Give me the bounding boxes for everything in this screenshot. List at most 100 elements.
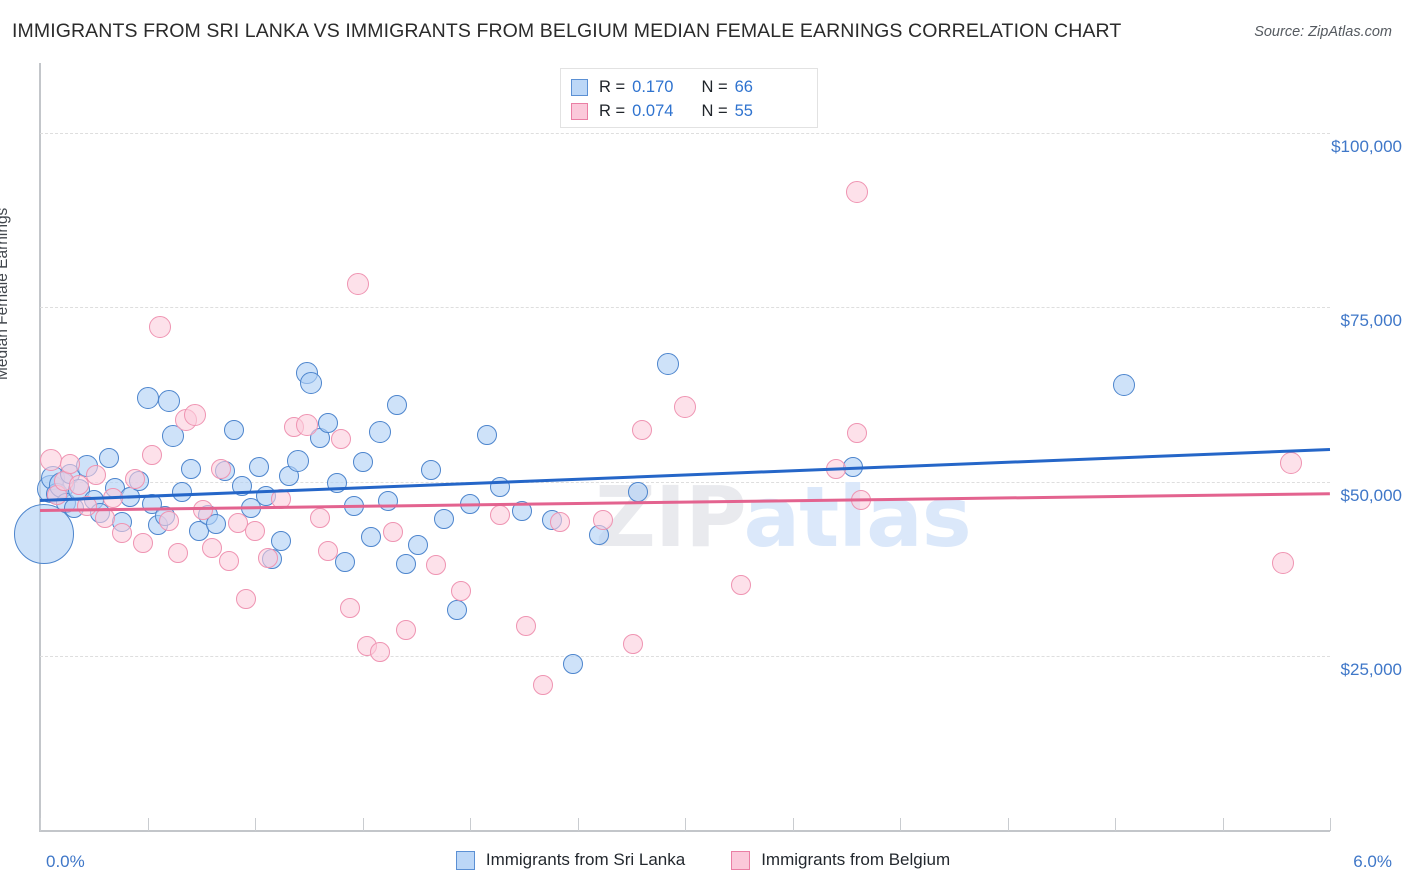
scatter-point[interactable] [632,420,652,441]
scatter-point[interactable] [490,477,511,498]
scatter-point[interactable] [730,575,751,596]
scatter-point[interactable] [369,642,390,663]
scatter-point[interactable] [133,533,154,554]
scatter-point[interactable] [94,507,115,528]
scatter-point[interactable] [395,553,416,574]
scatter-point[interactable] [60,453,81,474]
scatter-point[interactable] [326,473,347,494]
scatter-point[interactable] [149,315,172,338]
x-axis-tick [900,818,901,831]
scatter-point[interactable] [309,508,330,529]
scatter-point[interactable] [460,494,480,515]
scatter-point[interactable] [240,498,261,519]
scatter-point[interactable] [347,272,370,295]
legend-swatch-sri-lanka-icon [571,78,588,96]
scatter-point[interactable] [318,413,339,434]
scatter-point[interactable] [395,619,416,640]
n-label-belgium: N = [701,101,728,120]
scatter-point[interactable] [361,527,382,548]
scatter-point[interactable] [287,449,309,472]
trendline-belgium [39,492,1331,513]
scatter-point[interactable] [111,522,132,543]
legend-marker-sri-lanka-icon [455,850,475,870]
scatter-point[interactable] [447,600,468,621]
scatter-point[interactable] [343,496,364,517]
legend-item-sri-lanka[interactable]: Immigrants from Sri Lanka [455,850,685,870]
scatter-point[interactable] [593,510,614,531]
scatter-point[interactable] [825,459,846,480]
scatter-point[interactable] [533,675,554,696]
scatter-point[interactable] [14,504,75,565]
scatter-point[interactable] [85,464,106,485]
scatter-point[interactable] [98,448,119,469]
scatter-point[interactable] [378,491,399,512]
scatter-point[interactable] [136,387,159,410]
scatter-point[interactable] [193,499,214,520]
scatter-point[interactable] [39,449,62,472]
y-axis-tick-label: $75,000 [1340,311,1402,331]
legend-swatch-belgium-icon [571,102,588,120]
scatter-point[interactable] [847,423,867,444]
scatter-point[interactable] [1112,373,1135,396]
scatter-point[interactable] [515,616,536,637]
scatter-point[interactable] [68,475,89,496]
scatter-point[interactable] [219,550,240,571]
scatter-point[interactable] [434,508,455,529]
scatter-point[interactable] [851,490,872,511]
scatter-point[interactable] [270,530,291,551]
scatter-point[interactable] [232,476,253,497]
scatter-point[interactable] [236,589,257,610]
scatter-point[interactable] [382,522,403,543]
scatter-point[interactable] [141,445,162,466]
scatter-point[interactable] [408,535,429,556]
scatter-point[interactable] [563,654,584,675]
scatter-point[interactable] [674,396,696,419]
scatter-point[interactable] [270,489,291,510]
scatter-point[interactable] [352,452,373,473]
scatter-point[interactable] [103,487,124,508]
scatter-point[interactable] [77,495,98,516]
scatter-point[interactable] [490,505,511,526]
scatter-point[interactable] [202,537,222,558]
scatter-point[interactable] [206,513,227,534]
plot-area: ZIPatlas [14,63,1331,831]
y-axis-title: Median Female Earnings [0,207,11,380]
scatter-point[interactable] [451,580,472,601]
scatter-point[interactable] [249,456,270,477]
scatter-point[interactable] [331,428,351,449]
scatter-point[interactable] [210,458,231,479]
scatter-point[interactable] [299,371,322,394]
scatter-point[interactable] [386,395,407,416]
scatter-point[interactable] [335,551,356,572]
scatter-point[interactable] [183,403,206,426]
scatter-point[interactable] [171,482,192,503]
scatter-point[interactable] [158,389,180,412]
scatter-point[interactable] [511,500,532,521]
scatter-point[interactable] [180,459,201,480]
scatter-point[interactable] [295,414,318,437]
scatter-point[interactable] [257,548,278,568]
x-axis-line [39,830,1330,832]
scatter-point[interactable] [846,181,868,204]
scatter-point[interactable] [421,460,442,481]
scatter-point[interactable] [339,598,360,619]
scatter-point[interactable] [477,425,498,446]
scatter-point[interactable] [627,481,648,502]
scatter-point[interactable] [223,419,244,440]
scatter-point[interactable] [1271,551,1294,574]
scatter-point[interactable] [159,511,179,531]
scatter-point[interactable] [245,521,265,542]
scatter-point[interactable] [425,554,446,575]
x-axis-tick [577,818,579,831]
scatter-point[interactable] [318,541,339,562]
scatter-point[interactable] [656,352,679,375]
scatter-point[interactable] [368,421,391,444]
scatter-point[interactable] [167,543,188,564]
scatter-point[interactable] [1280,452,1303,475]
scatter-point[interactable] [124,469,145,490]
legend-item-belgium[interactable]: Immigrants from Belgium [731,850,950,870]
scatter-point[interactable] [162,424,185,447]
scatter-point[interactable] [550,511,571,532]
gridline [40,481,1330,483]
scatter-point[interactable] [623,633,644,654]
